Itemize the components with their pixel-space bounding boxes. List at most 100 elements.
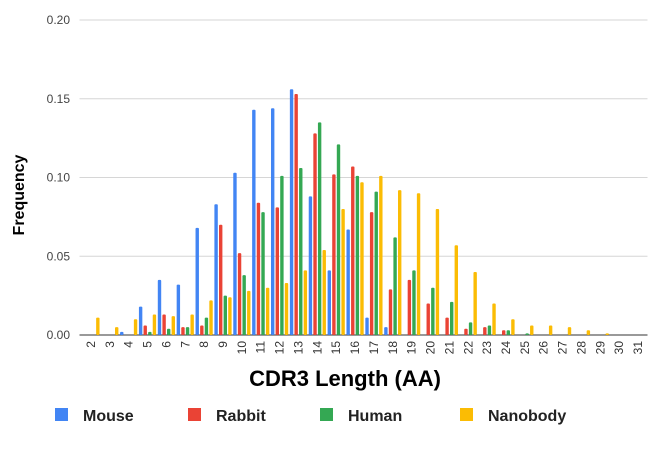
x-tick-label: 12 [273, 341, 287, 355]
bar-human [299, 168, 303, 335]
bar-mouse [271, 108, 275, 335]
legend-label-human: Human [348, 408, 402, 425]
x-tick-label: 16 [348, 341, 362, 355]
bar-human [525, 333, 529, 335]
bar-rabbit [351, 166, 355, 335]
x-tick-label: 2 [84, 341, 98, 348]
bar-nanobody [171, 316, 175, 335]
bar-human [393, 237, 397, 335]
x-tick-label: 15 [329, 341, 343, 355]
legend-swatch-human [320, 408, 333, 421]
bar-rabbit [181, 327, 185, 335]
bar-mouse [346, 229, 350, 335]
bar-rabbit [388, 289, 393, 335]
bar-nanobody [209, 300, 213, 335]
legend-label-nanobody: Nanobody [488, 408, 566, 425]
x-tick-label: 26 [537, 341, 551, 355]
bar-nanobody [530, 325, 534, 335]
x-tick-label: 24 [499, 341, 513, 355]
bar-nanobody [303, 270, 308, 335]
bar-nanobody [435, 209, 440, 335]
bar-nanobody [190, 314, 194, 335]
bar-nanobody [492, 303, 496, 335]
legend: Mouse Rabbit Human Nanobody [55, 408, 566, 425]
y-tick-label: 0.15 [47, 92, 71, 106]
bar-nanobody [586, 330, 591, 335]
bar-human [167, 328, 171, 335]
y-axis-title: Frequency [11, 154, 28, 235]
bar-nanobody [605, 333, 609, 335]
bar-nanobody [379, 175, 383, 335]
x-tick-label: 11 [254, 341, 268, 354]
bar-human [412, 270, 416, 335]
bar-rabbit [162, 314, 166, 335]
bar-human [336, 144, 341, 335]
bar-mouse [214, 204, 218, 335]
bar-mouse [176, 284, 181, 335]
bar-mouse [195, 227, 199, 335]
bar-human [204, 317, 209, 335]
x-tick-label: 22 [461, 341, 475, 355]
bar-nanobody [341, 209, 345, 335]
bar-mouse [233, 172, 237, 335]
bar-rabbit [143, 325, 147, 335]
legend-label-rabbit: Rabbit [216, 408, 266, 425]
x-tick-label: 21 [442, 341, 456, 355]
x-tick-label: 27 [556, 341, 570, 355]
bar-nanobody [454, 245, 458, 335]
bar-rabbit [294, 94, 298, 336]
bar-nanobody [322, 249, 326, 335]
bar-human [261, 212, 265, 335]
y-tick-label: 0.00 [47, 328, 71, 342]
legend-swatch-rabbit [188, 408, 201, 421]
x-tick-label: 5 [141, 341, 155, 348]
bar-rabbit [445, 317, 449, 335]
x-tick-label: 18 [386, 341, 400, 355]
x-axis-title: CDR3 Length (AA) [249, 366, 441, 391]
bar-mouse [365, 317, 369, 335]
bar-nanobody [416, 193, 421, 335]
x-tick-label: 25 [518, 341, 532, 355]
x-tick-label: 23 [480, 341, 494, 355]
bar-nanobody [265, 287, 270, 335]
bar-rabbit [426, 303, 430, 335]
bar-rabbit [502, 330, 506, 335]
x-tick-label: 10 [235, 341, 249, 355]
x-tick-label: 28 [574, 341, 588, 355]
bar-human [185, 327, 190, 335]
x-tick-label: 30 [612, 341, 626, 355]
bar-nanobody [284, 283, 289, 335]
bar-human [450, 301, 454, 335]
x-tick-label: 6 [159, 341, 173, 348]
bar-mouse [384, 327, 388, 335]
bar-rabbit [332, 174, 336, 335]
bar-human [431, 287, 435, 335]
legend-swatch-nanobody [460, 408, 473, 421]
bar-rabbit [256, 202, 261, 335]
bar-mouse [120, 331, 124, 335]
bar-human [487, 325, 492, 335]
bar-nanobody [360, 182, 364, 335]
y-tick-label: 0.05 [47, 249, 71, 263]
x-tick-label: 7 [178, 341, 192, 348]
x-tick-label: 3 [103, 341, 117, 348]
bar-rabbit [483, 327, 487, 335]
bar-rabbit [369, 212, 374, 335]
bar-rabbit [313, 133, 317, 335]
bar-nanobody [133, 319, 138, 335]
bar-human [374, 191, 378, 335]
bar-nanobody [247, 290, 251, 335]
bar-mouse [308, 196, 313, 335]
x-tick-label: 20 [424, 341, 438, 355]
bar-mouse [327, 270, 331, 335]
y-tick-label: 0.10 [47, 171, 71, 185]
bar-nanobody [511, 319, 515, 335]
bar-rabbit [275, 207, 279, 335]
bar-rabbit [200, 325, 204, 335]
legend-swatch-mouse [55, 408, 68, 421]
bar-mouse [138, 306, 143, 335]
bar-human [242, 275, 246, 335]
bar-mouse [289, 89, 294, 335]
bar-human [506, 330, 510, 335]
x-tick-label: 4 [122, 341, 136, 348]
